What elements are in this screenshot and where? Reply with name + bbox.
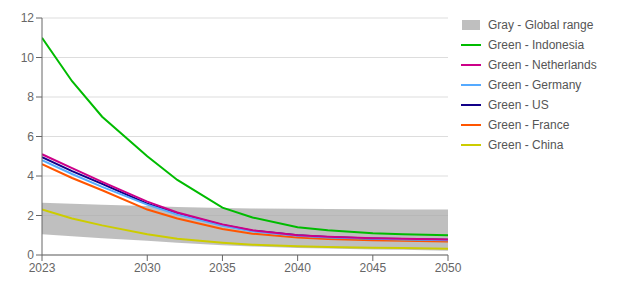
html-text:Green - US: Green - US <box>488 98 549 112</box>
svg-text:12: 12 <box>21 11 35 25</box>
svg-text:2: 2 <box>27 209 34 223</box>
svg-text:6: 6 <box>27 130 34 144</box>
svg-text:2040: 2040 <box>284 261 311 275</box>
svg-text:4: 4 <box>27 169 34 183</box>
svg-text:2045: 2045 <box>359 261 386 275</box>
html-text:Gray - Global range: Gray - Global range <box>488 18 594 32</box>
svg-text:10: 10 <box>21 51 35 65</box>
svg-text:8: 8 <box>27 90 34 104</box>
html-text:Green - Germany: Green - Germany <box>488 78 582 92</box>
svg-text:2035: 2035 <box>209 261 236 275</box>
svg-text:2030: 2030 <box>134 261 161 275</box>
html-text:Green - Indonesia: Green - Indonesia <box>488 38 585 52</box>
html-text:Green - Netherlands: Green - Netherlands <box>488 58 597 72</box>
svg-text:2023: 2023 <box>29 261 56 275</box>
svg-text:0: 0 <box>27 248 34 262</box>
html-text:Green - France: Green - France <box>488 118 570 132</box>
svg-text:2050: 2050 <box>435 261 462 275</box>
html-text:Green - China: Green - China <box>488 138 564 152</box>
